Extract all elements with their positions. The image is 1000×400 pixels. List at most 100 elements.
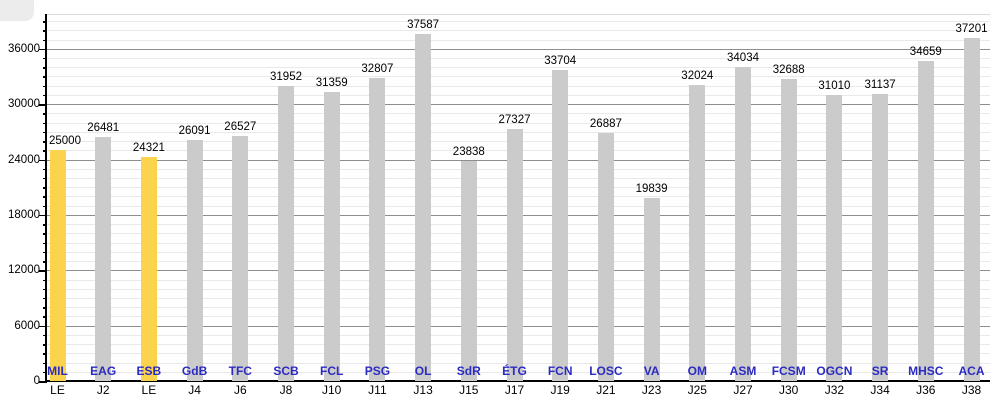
y-axis-tick-label: 30000 [8, 98, 40, 111]
bar-category-label: MHSC [908, 364, 944, 378]
bar [826, 94, 843, 381]
bar-category-label: ASM [729, 364, 757, 378]
bar-highlighted [140, 156, 157, 381]
bar-matchday-label: J23 [641, 383, 662, 397]
bar-category-label: OL [414, 364, 432, 378]
bar-value-label: 19839 [635, 182, 668, 195]
bar [415, 34, 432, 381]
bar-matchday-label: J25 [687, 383, 707, 397]
bar-category-label: VA [643, 364, 660, 378]
bar-category-label: SR [871, 364, 889, 378]
bar [278, 86, 294, 381]
bar-category-label: SCB [273, 364, 299, 378]
bar-matchday-label: J10 [322, 383, 342, 397]
y-axis-tick-label: 36000 [8, 42, 40, 55]
bar-value-label: 25000 [49, 135, 81, 148]
bar-category-label: GdB [181, 364, 208, 378]
y-axis-major-tick [39, 325, 47, 328]
plot-top-border [47, 14, 990, 15]
bar-value-label: 32807 [361, 63, 394, 76]
bar-value-label: 34659 [909, 46, 942, 59]
bar [735, 66, 751, 381]
bar [872, 93, 889, 381]
bar [323, 91, 340, 381]
y-axis-major-tick [39, 48, 47, 51]
x-axis-line [45, 380, 990, 382]
bar-matchday-label: J21 [596, 383, 616, 397]
y-axis-major-tick [39, 159, 47, 161]
bar-value-label: 26481 [87, 121, 120, 134]
gridline-minor [47, 39, 990, 41]
bar [460, 161, 477, 381]
bar-value-label: 31359 [315, 76, 348, 89]
y-axis-line [45, 14, 47, 381]
bar-value-label: 32024 [681, 70, 714, 83]
bar-matchday-label: J6 [233, 383, 247, 397]
bar-matchday-label: J11 [368, 383, 387, 397]
bar-category-label: PSG [364, 364, 391, 378]
bar [780, 79, 797, 381]
y-axis-major-tick [39, 270, 47, 272]
bar-value-label: 37201 [955, 22, 988, 35]
bar [552, 69, 569, 381]
bar [506, 128, 523, 381]
bar-category-label: OGCN [816, 364, 853, 378]
bar [689, 85, 706, 381]
bar-value-label: 34034 [727, 51, 759, 64]
y-axis-major-tick [39, 214, 47, 217]
bar-value-label: 24321 [132, 141, 165, 154]
bar [643, 197, 660, 381]
bar-value-label: 26527 [224, 121, 257, 134]
bar-matchday-label: J19 [550, 383, 570, 397]
gridline-minor [47, 67, 990, 69]
gridline-major [47, 104, 990, 106]
bar-matchday-label: J15 [459, 383, 479, 397]
bar-matchday-label: J8 [279, 383, 293, 397]
bar-value-label: 31010 [818, 79, 851, 92]
gridline-minor [47, 76, 990, 78]
bar-matchday-label: J30 [779, 383, 799, 397]
bar-category-label: ESB [136, 364, 162, 378]
gridline-minor [47, 94, 990, 96]
bar [232, 136, 249, 381]
y-axis-tick-label: 12000 [8, 264, 40, 277]
gridline-minor [47, 85, 990, 87]
bar-matchday-label: LE [141, 383, 157, 397]
bar-value-label: 32688 [772, 64, 805, 77]
bar [917, 61, 934, 381]
corner-artifact [0, 0, 34, 21]
gridline-minor [47, 57, 990, 59]
bar-matchday-label: J38 [961, 383, 982, 397]
bar-category-label: FCN [547, 364, 573, 378]
bar-category-label: EAG [90, 364, 117, 378]
bar-value-label: 27327 [498, 113, 531, 126]
y-axis-tick-label: 0 [33, 375, 40, 387]
bar-category-label: MIL [47, 364, 68, 378]
bar-category-label: OM [687, 364, 707, 378]
bar-value-label: 31952 [270, 71, 302, 84]
bar [369, 78, 386, 381]
bar-matchday-label: J34 [870, 383, 890, 397]
bar-value-label: 23838 [452, 146, 485, 158]
bar-category-label: TFC [228, 364, 252, 378]
gridline-minor [47, 122, 990, 124]
bar-value-label: 31137 [864, 78, 896, 91]
bar [963, 37, 980, 381]
bar-matchday-label: J32 [824, 383, 845, 397]
bar-category-label: FCL [320, 364, 344, 378]
bar-category-label: FCSM [771, 364, 806, 378]
bar-matchday-label: J36 [916, 383, 936, 397]
bar-category-label: ACA [958, 364, 985, 378]
y-axis-tick-label: 18000 [8, 208, 40, 221]
gridline-minor [47, 113, 990, 115]
y-axis-tick-label: 6000 [14, 319, 40, 332]
gridline-major [47, 48, 990, 50]
bar-matchday-label: J17 [504, 383, 525, 397]
bar-value-label: 33704 [544, 54, 577, 67]
bar-value-label: 26887 [589, 117, 622, 130]
gridline-minor [47, 21, 990, 22]
bar [186, 140, 203, 381]
bar-matchday-label: J27 [733, 383, 753, 397]
gridline-minor [47, 30, 990, 32]
